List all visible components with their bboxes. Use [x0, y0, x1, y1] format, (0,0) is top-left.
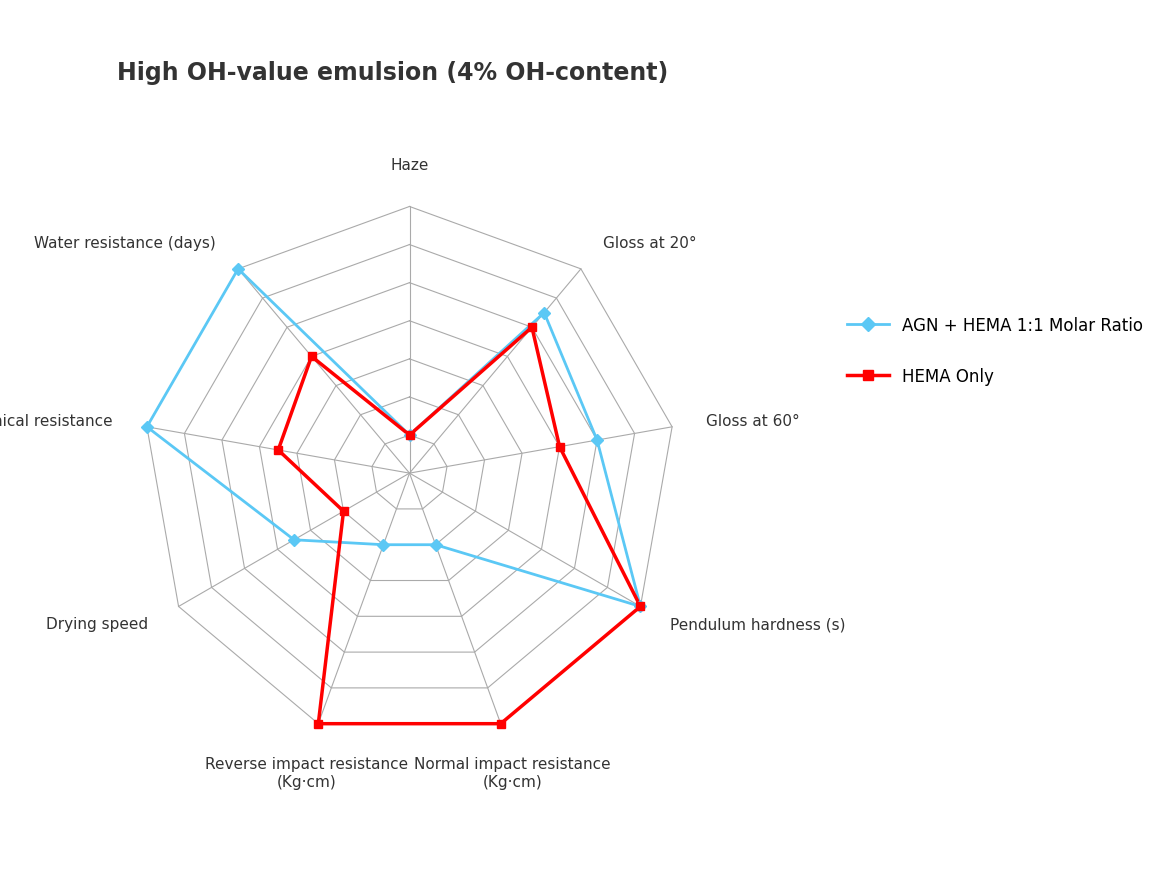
Text: Normal impact resistance
(Kg·cm): Normal impact resistance (Kg·cm): [414, 756, 611, 788]
Text: Drying speed: Drying speed: [47, 617, 149, 631]
Text: Water resistance (days): Water resistance (days): [34, 236, 215, 251]
Text: Gloss at 60°: Gloss at 60°: [707, 414, 800, 429]
Text: Gloss at 20°: Gloss at 20°: [604, 236, 697, 251]
Text: Chemical resistance: Chemical resistance: [0, 414, 112, 429]
Text: Haze: Haze: [391, 158, 428, 173]
Text: Reverse impact resistance
(Kg·cm): Reverse impact resistance (Kg·cm): [205, 756, 408, 788]
Text: High OH-value emulsion (4% OH-content): High OH-value emulsion (4% OH-content): [117, 61, 668, 85]
Legend: AGN + HEMA 1:1 Molar Ratio, HEMA Only: AGN + HEMA 1:1 Molar Ratio, HEMA Only: [840, 310, 1150, 392]
Text: Pendulum hardness (s): Pendulum hardness (s): [670, 617, 846, 631]
